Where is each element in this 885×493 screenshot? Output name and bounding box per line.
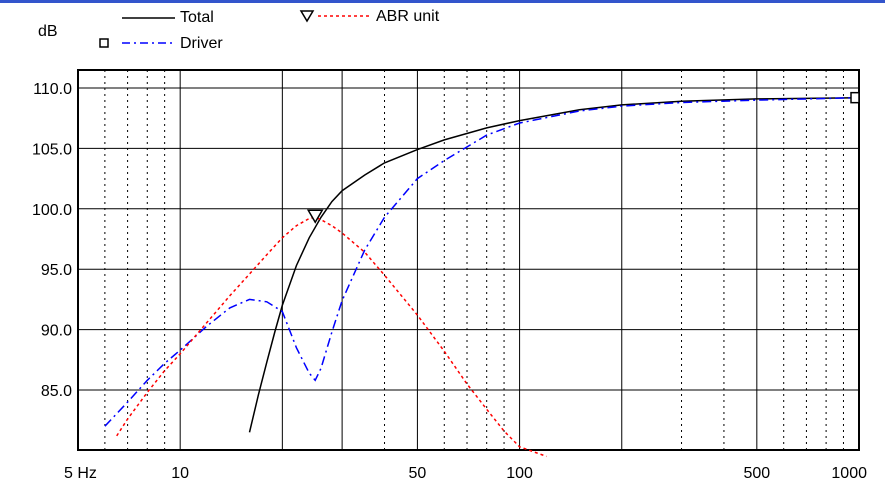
legend-label-driver: Driver <box>180 35 223 52</box>
x-tick-labels: 5 Hz 10 50 100 500 1000 <box>64 465 867 482</box>
legend: Total Driver ABR unit <box>99 8 440 52</box>
y-tick-label: 95.0 <box>41 262 72 279</box>
triangle-marker-icon <box>299 10 315 23</box>
marker-layer <box>306 91 860 224</box>
y-tick-label: 90.0 <box>41 323 72 340</box>
triangle-marker-icon <box>306 209 324 224</box>
grid <box>78 70 859 450</box>
x-tick-label: 500 <box>743 465 770 482</box>
x-tick-label: 10 <box>171 465 189 482</box>
y-axis-label: dB <box>38 23 58 40</box>
legend-item-abr-unit: ABR unit <box>299 8 440 25</box>
legend-label-abr-unit: ABR unit <box>376 8 440 25</box>
legend-label-total: Total <box>180 9 214 26</box>
series-line-total <box>248 96 860 433</box>
y-tick-label: 100.0 <box>32 202 72 219</box>
series-line-abr-unit <box>116 216 547 458</box>
plot-frame <box>77 69 860 451</box>
top-edge-bar <box>0 0 885 3</box>
square-marker-icon <box>850 91 860 104</box>
x-tick-label: 5 Hz <box>64 465 97 482</box>
square-marker-icon <box>99 38 109 48</box>
y-tick-label: 105.0 <box>32 141 72 158</box>
series-line-driver <box>104 96 860 427</box>
y-tick-label: 110.0 <box>33 81 72 98</box>
x-tick-label: 100 <box>506 465 533 482</box>
series-layer <box>104 96 860 458</box>
y-tick-label: 85.0 <box>41 383 72 400</box>
legend-item-driver: Driver <box>99 35 223 52</box>
x-tick-label: 1000 <box>831 465 867 482</box>
y-tick-labels: 110.0 105.0 100.0 95.0 90.0 85.0 <box>32 81 72 400</box>
legend-item-total: Total <box>122 9 214 26</box>
x-tick-label: 50 <box>409 465 427 482</box>
